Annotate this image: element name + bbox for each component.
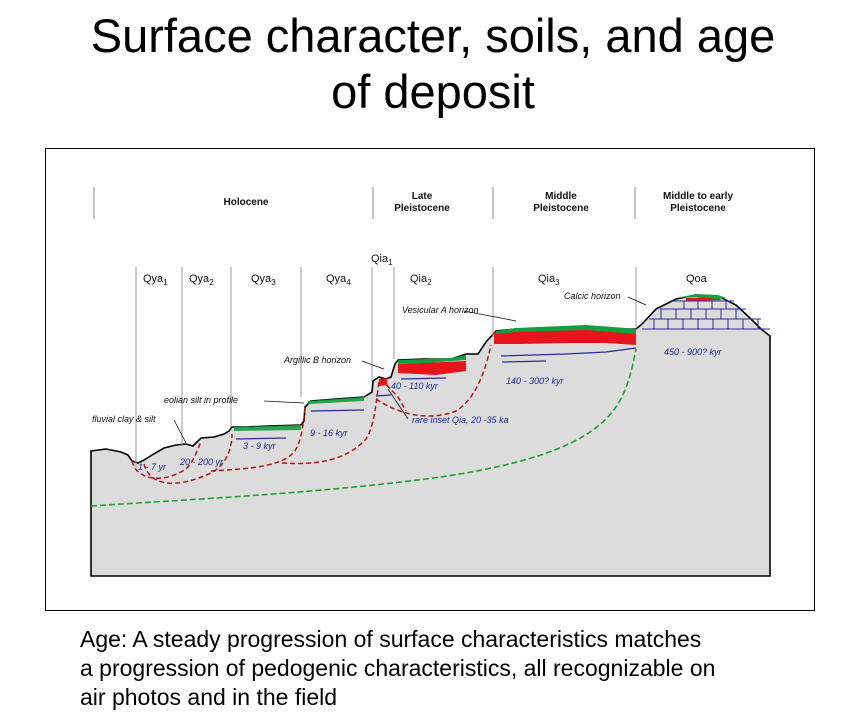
unit-label-qya2: Qya2 [189, 273, 214, 288]
label-rare-inset-qia: rare inset Qia, 20 -35 ka [412, 415, 509, 425]
qya4-green-surface [308, 397, 364, 404]
diagram-frame: Holocene Late Pleistocene Middle Pleisto… [45, 148, 815, 611]
age-qoa: 450 - 900? kyr [664, 347, 722, 357]
qia3-red-horizon [494, 329, 636, 345]
unit-label-qoa: Qoa [686, 273, 707, 285]
unit-label-qia3: Qia3 [538, 273, 560, 288]
qia3-green-surface [496, 325, 636, 334]
age-qya2: 20 - 200 yr [180, 457, 224, 467]
label-vesicular-a-horizon: Vesicular A horizon [402, 305, 479, 315]
epoch-late-pleistocene: Late Pleistocene [394, 191, 450, 214]
label-eolian-silt: eolian silt in profile [164, 395, 239, 405]
age-qya4: 9 - 16 kyr [310, 428, 348, 438]
age-qya1: 1 - 7 yr [138, 462, 167, 472]
geologic-cross-section [90, 187, 771, 577]
carbonate-dashes [235, 347, 637, 440]
label-argillic-b-horizon: Argillic B horizon [284, 355, 352, 365]
caption-line-1: Age: A steady progression of surface cha… [80, 626, 702, 652]
calcic-horizon-blocks [642, 300, 770, 330]
age-qya3: 3 - 9 kyr [243, 441, 276, 451]
epoch-middle-pleistocene: Middle Pleistocene [533, 191, 589, 214]
caption-line-3: air photos and in the field [80, 684, 338, 710]
red-dashed-deposit-bases [131, 344, 492, 484]
unit-label-qya3: Qya3 [251, 273, 276, 288]
unit-label-qya1: Qya1 [143, 273, 168, 288]
green-dashed-old-base [90, 348, 637, 507]
slide-caption: Age: A steady progression of surface cha… [80, 625, 840, 712]
unit-label-qya4: Qya4 [326, 273, 351, 288]
epoch-middle-early-pleistocene: Middle to early Pleistocene [662, 191, 733, 214]
slide-title: Surface character, soils, and age of dep… [0, 8, 866, 120]
age-qia2: 40 - 110 kyr [391, 381, 438, 391]
caption-line-2: a progression of pedogenic characteristi… [80, 655, 716, 681]
qya3-green-surface [234, 425, 301, 431]
title-line-2: of deposit [331, 65, 535, 118]
title-line-1: Surface character, soils, and age [90, 9, 776, 62]
qoa-green-surface [676, 294, 726, 299]
ground-surface [90, 294, 771, 577]
unit-boundaries [135, 267, 637, 467]
qia2-green-surface [398, 355, 466, 364]
unit-label-qia1: Qia1 [371, 253, 393, 268]
epoch-holocene: Holocene [223, 197, 269, 208]
qia2-red-horizon [398, 361, 466, 375]
age-qia3: 140 - 300? kyr [506, 376, 564, 386]
period-dividers [93, 187, 636, 219]
annotation-leaders [173, 296, 647, 444]
label-calcic-horizon: Calcic horizon [564, 291, 621, 301]
unit-label-qia2: Qia2 [410, 273, 432, 288]
label-fluvial-clay-silt: fluvial clay & silt [92, 414, 156, 424]
